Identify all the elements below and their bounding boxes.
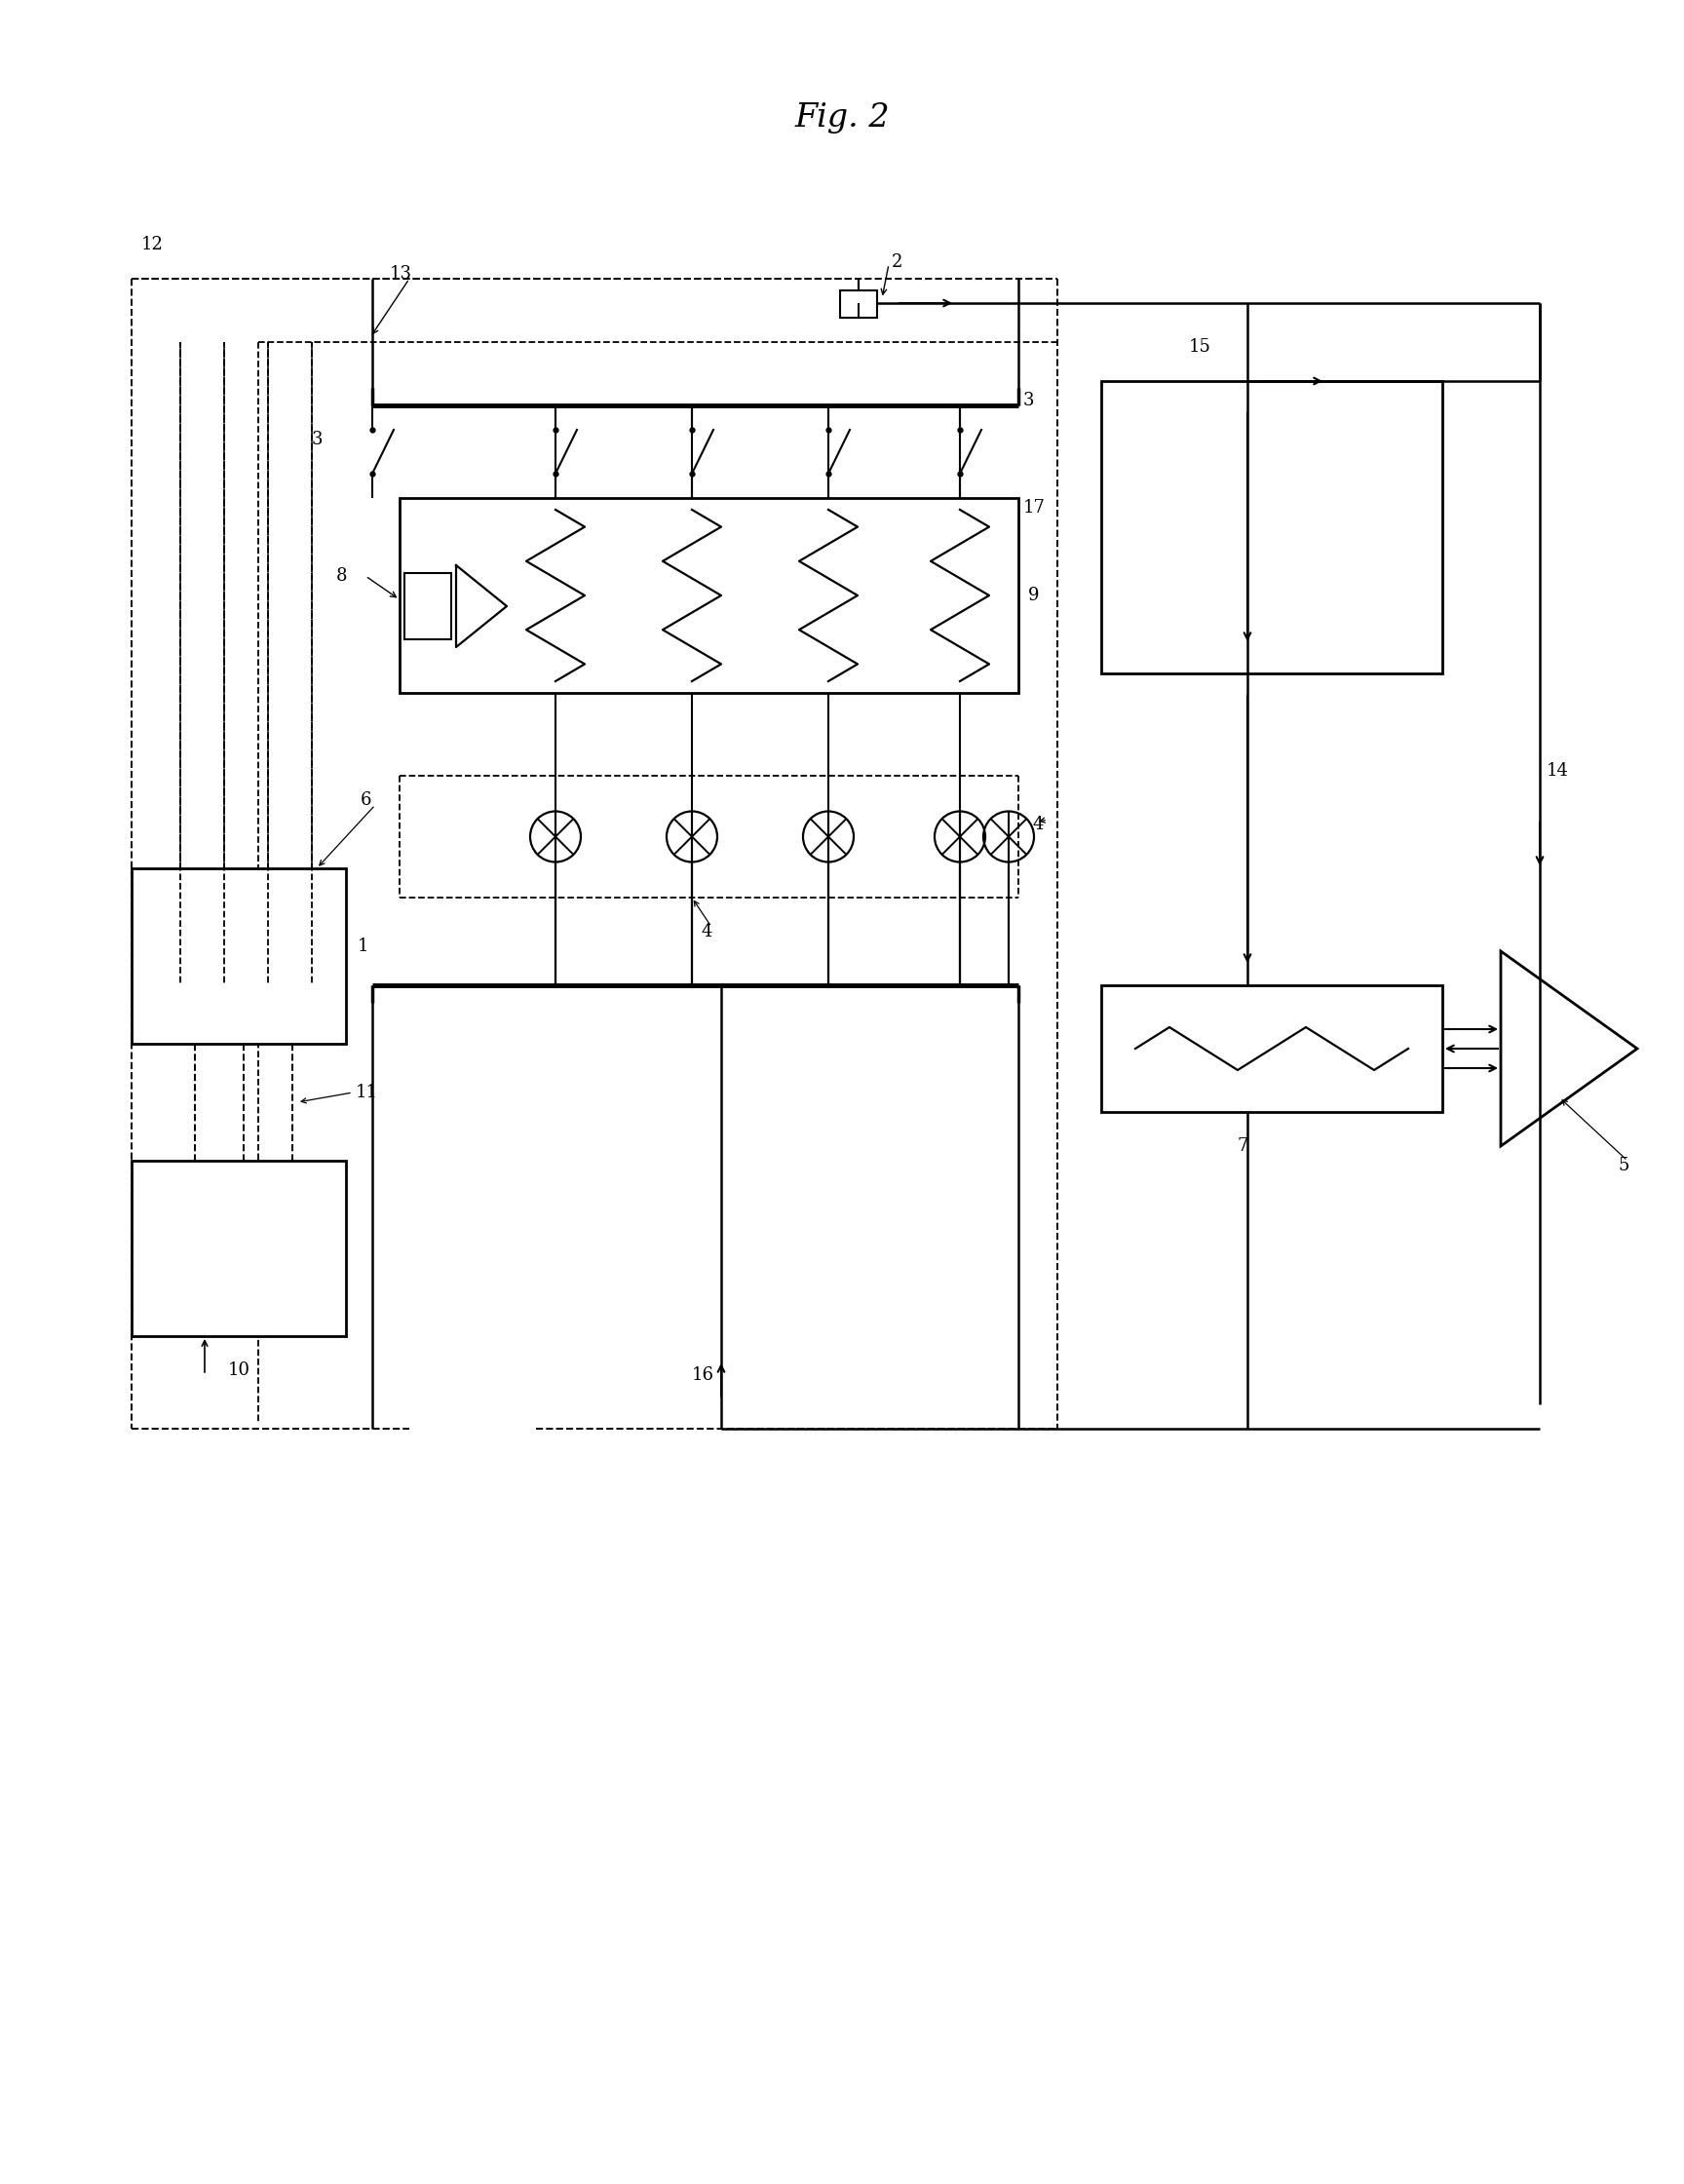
Text: 4: 4 <box>702 924 712 941</box>
Bar <box>131 869 345 1044</box>
Bar <box>404 572 451 640</box>
Text: 2: 2 <box>893 253 903 271</box>
Text: 1: 1 <box>357 937 369 954</box>
Text: 10: 10 <box>227 1361 249 1378</box>
Text: 15: 15 <box>1189 339 1211 356</box>
Text: 4: 4 <box>1032 815 1044 834</box>
Bar <box>1101 985 1442 1112</box>
Text: 5: 5 <box>1618 1158 1628 1175</box>
Text: 11: 11 <box>355 1083 379 1101</box>
Bar <box>399 498 1019 692</box>
Text: 3: 3 <box>312 430 323 448</box>
Text: 17: 17 <box>1024 498 1046 518</box>
Text: 3: 3 <box>1024 391 1034 408</box>
Text: 14: 14 <box>1546 762 1569 780</box>
Text: 8: 8 <box>337 568 347 585</box>
Bar <box>1101 380 1442 673</box>
Text: 9: 9 <box>1029 587 1039 605</box>
Bar <box>131 1160 345 1337</box>
Text: 12: 12 <box>141 236 163 253</box>
Text: Fig. 2: Fig. 2 <box>795 103 889 133</box>
Text: 16: 16 <box>692 1367 714 1385</box>
Text: 6: 6 <box>360 791 372 808</box>
Bar <box>840 290 877 317</box>
Text: 13: 13 <box>389 264 413 282</box>
Text: 7: 7 <box>1238 1138 1250 1155</box>
